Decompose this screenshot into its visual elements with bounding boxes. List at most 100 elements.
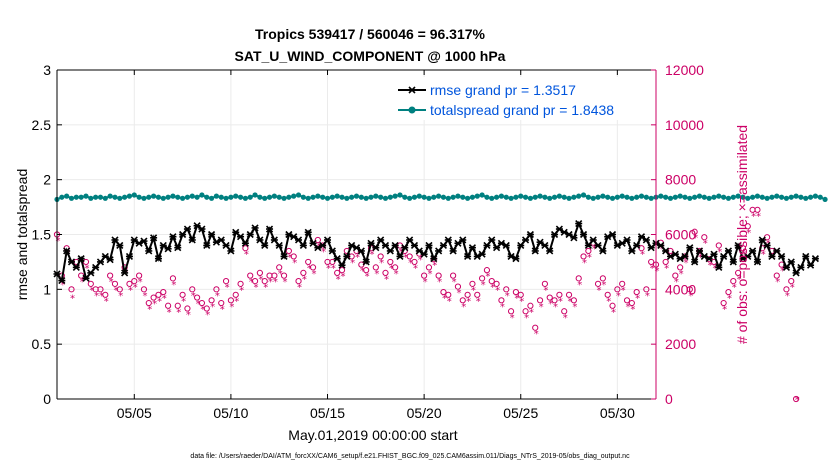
obs-assimilated-point: * xyxy=(273,277,278,288)
obs-possible-point xyxy=(469,280,476,287)
obs-assimilated-point: * xyxy=(597,285,602,296)
y-tick-label-left: 0 xyxy=(43,391,51,407)
totalspread-point xyxy=(368,194,374,200)
totalspread-point xyxy=(266,194,273,200)
rmse-point xyxy=(96,258,105,266)
y-tick-label-right: 12000 xyxy=(665,62,704,78)
totalspread-point xyxy=(522,194,529,200)
obs-assimilated-point: * xyxy=(432,261,437,272)
obs-assimilated-point: * xyxy=(297,283,302,294)
totalspread-point xyxy=(353,193,360,199)
obs-assimilated-point: * xyxy=(229,302,234,313)
rmse-point xyxy=(526,230,534,239)
obs-possible-point xyxy=(546,294,553,301)
totalspread-point xyxy=(276,194,282,200)
totalspread-point xyxy=(725,195,732,201)
y-tick-label-left: 3 xyxy=(43,62,51,78)
rmse-point xyxy=(304,228,312,236)
obs-assimilated-point: * xyxy=(650,263,655,274)
totalspread-point xyxy=(793,193,799,199)
rmse-point xyxy=(464,252,472,260)
obs-assimilated-point: * xyxy=(481,280,486,291)
obs-possible-point xyxy=(111,280,119,287)
obs-possible-point xyxy=(285,247,292,255)
totalspread-point xyxy=(503,194,509,200)
obs-assimilated-point: * xyxy=(712,263,717,274)
totalspread-point xyxy=(426,195,432,201)
legend-box xyxy=(393,77,655,120)
rmse-point xyxy=(372,244,380,252)
rmse-point xyxy=(63,247,71,255)
rmse-point xyxy=(449,247,457,255)
rmse-point xyxy=(662,247,670,255)
obs-possible-point xyxy=(218,299,225,307)
totalspread-point xyxy=(803,195,809,201)
obs-possible-point xyxy=(580,253,587,260)
obs-possible-point xyxy=(377,253,384,260)
totalspread-point xyxy=(78,194,84,200)
obs-possible-point xyxy=(155,291,162,298)
totalspread-point xyxy=(64,193,70,199)
totalspread-point xyxy=(334,193,340,199)
obs-possible-point xyxy=(87,280,94,287)
obs-assimilated-point: * xyxy=(249,277,254,288)
obs-assimilated-point: * xyxy=(539,302,544,313)
obs-assimilated-point: * xyxy=(128,285,133,296)
obs-possible-point xyxy=(387,258,394,266)
rmse-point xyxy=(502,241,510,250)
obs-assimilated-point: * xyxy=(176,307,181,318)
obs-assimilated-point: * xyxy=(490,283,495,294)
obs-possible-point xyxy=(662,258,669,266)
rmse-point xyxy=(362,258,370,266)
obs-assimilated-point: * xyxy=(84,263,89,274)
tick-labels: 05/05 05/10 05/15 05/20 05/25 05/30 0 0.5 1 1.5 2 2… xyxy=(32,62,705,421)
totalspread-point xyxy=(672,194,678,200)
totalspread-point xyxy=(112,194,118,200)
obs-assimilated-point: * xyxy=(751,211,756,222)
rmse-point xyxy=(265,225,274,233)
obs-possible-point xyxy=(619,280,626,287)
obs-possible-point xyxy=(792,395,800,403)
obs-assimilated-point: * xyxy=(263,283,268,294)
totalspread-point xyxy=(392,193,398,199)
rmse-point xyxy=(753,258,762,266)
rmse-point xyxy=(381,241,390,250)
obs-assimilated-point: * xyxy=(239,285,244,296)
rmse-point xyxy=(391,241,399,250)
rmse-point xyxy=(410,241,419,250)
obs-assimilated-point: * xyxy=(331,263,336,274)
obs-assimilated-point: * xyxy=(389,263,394,274)
rmse-point xyxy=(430,255,438,263)
rmse-point xyxy=(773,247,781,255)
rmse-point xyxy=(236,233,245,241)
totalspread-point xyxy=(141,195,147,201)
totalspread-point xyxy=(184,194,191,200)
obs-assimilated-point: * xyxy=(737,274,742,285)
obs-assimilated-point: * xyxy=(200,305,205,316)
rmse-point xyxy=(111,236,119,244)
rmse-point xyxy=(797,263,805,271)
rmse-point xyxy=(188,236,196,244)
rmse-point xyxy=(164,245,172,253)
obs-possible-point xyxy=(102,291,109,298)
obs-assimilated-point: * xyxy=(302,274,307,285)
totalspread-point xyxy=(561,194,567,200)
totalspread-point xyxy=(498,193,505,199)
obs-possible-point xyxy=(425,264,433,271)
rmse-point xyxy=(198,225,206,233)
rmse-point xyxy=(145,247,153,255)
totalspread-point xyxy=(774,193,780,199)
totalspread-point xyxy=(189,193,195,199)
rmse-point xyxy=(623,236,631,244)
obs-possible-point xyxy=(623,297,631,304)
obs-possible-point xyxy=(493,280,500,287)
totalspread-point xyxy=(595,194,601,200)
obs-possible-point xyxy=(628,299,635,307)
rmse-point xyxy=(406,236,414,244)
totalspread-point xyxy=(237,194,244,200)
obs-assimilated-point: * xyxy=(476,296,481,307)
obs-assimilated-point: * xyxy=(674,277,679,288)
rmse-point xyxy=(517,241,525,250)
rmse-point xyxy=(270,236,278,244)
obs-possible-point xyxy=(261,278,268,285)
